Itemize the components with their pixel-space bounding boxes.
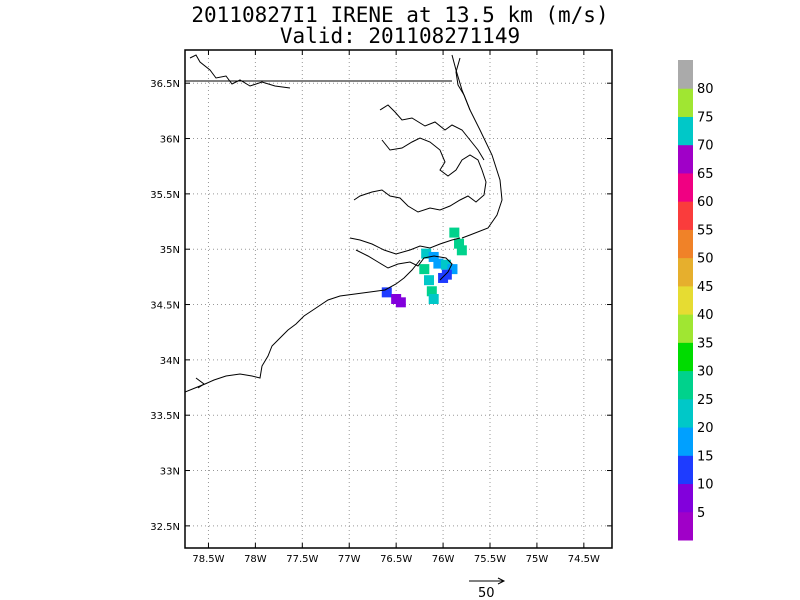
colorbar-label: 25 (697, 393, 714, 408)
title-line-1: 20110827I1 IRENE at 13.5 km (m/s) (191, 3, 609, 27)
colorbar-label: 70 (697, 139, 714, 154)
colorbar-label: 60 (697, 195, 714, 210)
colorbar-segment (678, 370, 693, 400)
north-bay-detail (189, 54, 291, 89)
lat-tick-label: 35N (160, 245, 180, 256)
mainland-coast-south (185, 259, 421, 393)
colorbar-segment (678, 483, 693, 513)
lat-tick-label: 36.5N (150, 79, 180, 90)
wind-cell (440, 259, 451, 270)
colorbar-label: 20 (697, 421, 714, 436)
wind-cell (419, 264, 430, 275)
wind-cell (426, 286, 437, 297)
title-line-2: Valid: 201108271149 (279, 24, 521, 48)
wind-cell (449, 227, 460, 238)
wind-cell (454, 238, 465, 249)
colorbar-label: 5 (697, 506, 705, 521)
colorbar-segment (678, 257, 693, 287)
colorbar-segment (678, 285, 693, 315)
outer-banks (451, 54, 503, 239)
wind-cell (447, 264, 458, 275)
lat-tick-label: 34.5N (150, 301, 180, 312)
lon-tick-label: 75W (526, 554, 549, 565)
colorbar-label: 10 (697, 478, 714, 493)
lat-tick-label: 35.5N (150, 190, 180, 201)
cape-fear (195, 377, 205, 389)
colorbar-label: 65 (697, 167, 714, 182)
wind-cell (433, 258, 444, 269)
colorbar-label: 15 (697, 449, 714, 464)
lat-tick-label: 34N (160, 356, 180, 367)
colorbar: 5 10 15 20 25 30 35 40 45 50 55 60 65 70 75 80 (678, 60, 714, 541)
lon-tick-label: 78W (244, 554, 267, 565)
colorbar-segment (678, 88, 693, 117)
reference-vector-label: 50 (478, 586, 495, 600)
lon-tick-label: 76.5W (380, 554, 412, 565)
wind-cell (381, 287, 392, 298)
wind-cell (428, 251, 439, 262)
pamlico-south (355, 249, 453, 281)
colorbar-segment (678, 172, 693, 202)
colorbar-segment (678, 60, 693, 89)
colorbar-segment (678, 511, 693, 541)
lon-tick-label: 77.5W (286, 554, 318, 565)
colorbar-segment (678, 314, 693, 343)
lat-tick-label: 33N (160, 467, 180, 478)
pamlico-sound (349, 237, 461, 255)
lon-tick-label: 74.5W (568, 554, 600, 565)
wind-cell (421, 248, 432, 259)
colorbar-label: 35 (697, 336, 714, 351)
lon-tick-label: 75.5W (474, 554, 506, 565)
albemarle-sound (379, 104, 485, 161)
colorbar-label: 80 (697, 82, 714, 97)
colorbar-segment (678, 455, 693, 485)
coastline (185, 54, 503, 393)
reference-vector: 50 (469, 577, 506, 600)
lon-tick-label: 76W (432, 554, 455, 565)
colorbar-segment (678, 342, 693, 372)
wind-speed-cells (381, 227, 467, 308)
wind-cell (438, 272, 449, 283)
colorbar-label: 50 (697, 252, 714, 267)
colorbar-label: 30 (697, 365, 714, 380)
lat-tick-label: 32.5N (150, 522, 180, 533)
albemarle-inner (353, 137, 487, 213)
colorbar-segment (678, 116, 693, 146)
colorbar-label: 75 (697, 110, 714, 125)
lat-tick-label: 36N (160, 135, 180, 146)
axis-ticks: 78.5W 78W 77.5W 77W 76.5W 76W 75.5W 75W 74.5W 36.… (150, 50, 612, 565)
map-frame (184, 49, 613, 549)
colorbar-segment (678, 144, 693, 174)
colorbar-segment (678, 201, 693, 230)
colorbar-segment (678, 427, 693, 456)
lat-tick-label: 33.5N (150, 411, 180, 422)
colorbar-label: 45 (697, 280, 714, 295)
wind-cell (424, 275, 434, 286)
lon-tick-label: 78.5W (192, 554, 224, 565)
mainland-coast-north (455, 57, 471, 111)
lon-tick-label: 77W (338, 554, 361, 565)
colorbar-label: 55 (697, 223, 714, 238)
wind-cell (428, 294, 439, 304)
wind-cell (456, 245, 467, 256)
colorbar-segment (678, 229, 693, 259)
colorbar-segment (678, 398, 693, 428)
wind-cell (395, 297, 406, 308)
colorbar-label: 40 (697, 308, 714, 323)
